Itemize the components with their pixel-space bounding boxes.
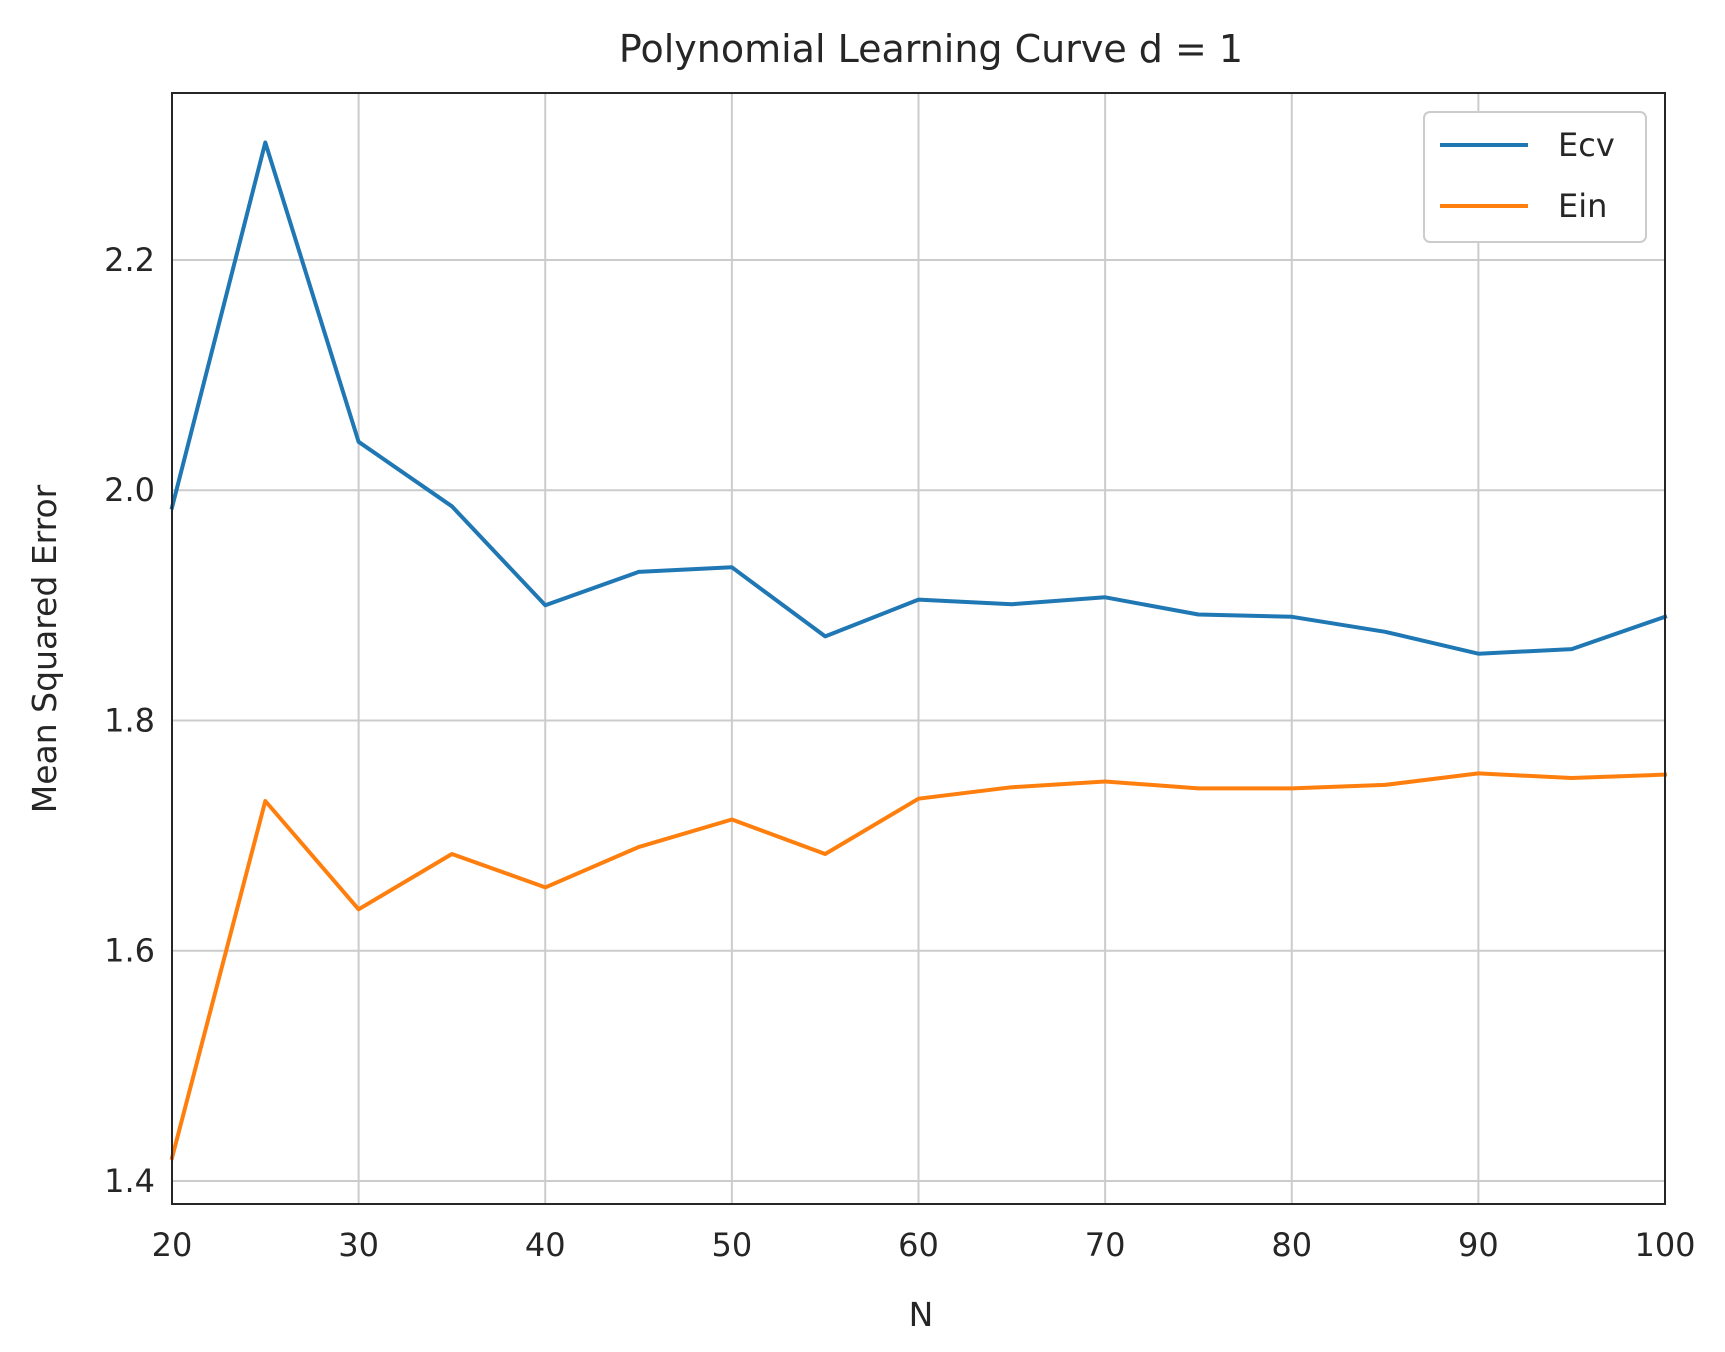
x-tick-label: 50 [712,1226,753,1264]
x-tick-labels: 20 30 40 50 60 70 80 90 100 [152,1226,1696,1264]
x-tick-label: 40 [525,1226,566,1264]
series-line-ein [169,771,1668,1161]
chart-title: Polynomial Learning Curve d = 1 [619,27,1243,71]
x-tick-label: 100 [1634,1226,1695,1264]
y-tick-label: 2.0 [104,471,155,509]
plot-frame [171,92,1666,1205]
y-tick-labels: 1.4 1.6 1.8 2.0 2.2 [104,241,155,1200]
y-tick-label: 2.2 [104,241,155,279]
y-tick-label: 1.4 [104,1162,155,1200]
series-layer [169,140,1668,1161]
legend-label-ein: Ein [1558,187,1607,225]
y-tick-label: 1.6 [104,932,155,970]
x-tick-label: 30 [338,1226,379,1264]
x-tick-label: 90 [1458,1226,1499,1264]
x-axis-label: N [909,1295,934,1334]
x-tick-label: 70 [1085,1226,1126,1264]
legend-label-ecv: Ecv [1558,126,1615,164]
series-line-ecv [169,140,1668,656]
y-tick-label: 1.8 [104,701,155,739]
y-axis-label: Mean Squared Error [25,484,64,813]
x-tick-label: 80 [1271,1226,1312,1264]
x-tick-label: 20 [152,1226,193,1264]
x-tick-label: 60 [898,1226,939,1264]
legend: Ecv Ein [1423,111,1647,243]
